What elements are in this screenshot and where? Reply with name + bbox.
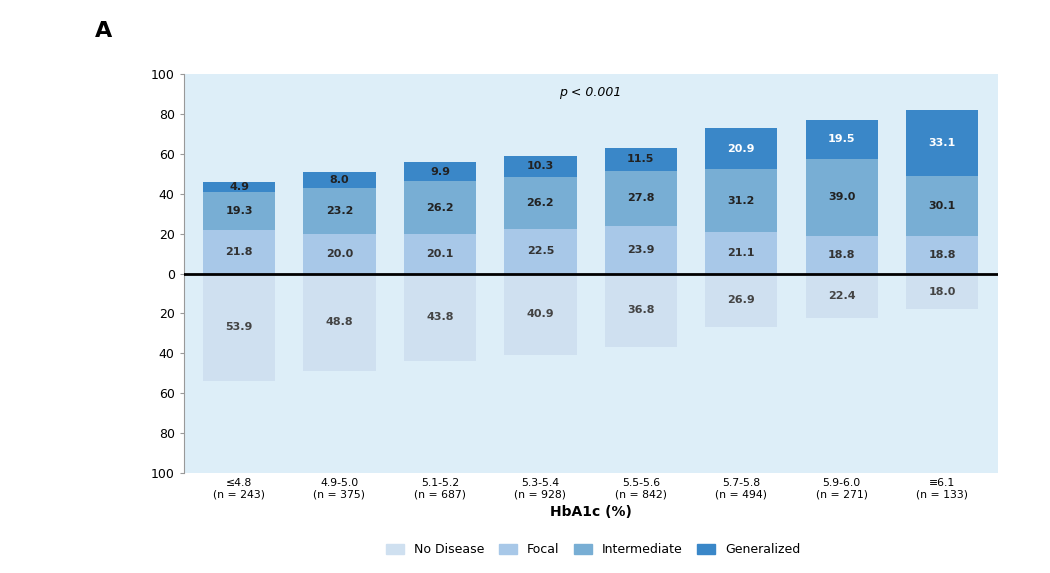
Text: 21.8: 21.8 bbox=[226, 247, 253, 257]
Bar bbox=[203, 182, 275, 192]
Text: 11.5: 11.5 bbox=[627, 154, 654, 164]
Text: 20.9: 20.9 bbox=[728, 144, 755, 154]
Text: 10.3: 10.3 bbox=[527, 162, 554, 171]
Text: 23.9: 23.9 bbox=[627, 245, 654, 255]
Text: 20.0: 20.0 bbox=[326, 249, 353, 258]
Bar bbox=[203, 192, 275, 230]
Bar bbox=[203, 230, 275, 274]
Text: 4.9: 4.9 bbox=[229, 182, 249, 192]
Legend: No Disease, Focal, Intermediate, Generalized: No Disease, Focal, Intermediate, General… bbox=[381, 538, 805, 561]
Bar bbox=[303, 172, 376, 187]
Text: 19.5: 19.5 bbox=[828, 134, 856, 144]
Bar bbox=[805, 274, 878, 318]
Text: 36.8: 36.8 bbox=[627, 305, 654, 315]
Bar bbox=[805, 120, 878, 159]
Text: 33.1: 33.1 bbox=[928, 138, 956, 148]
Text: 21.1: 21.1 bbox=[728, 248, 755, 258]
Text: 20.1: 20.1 bbox=[426, 249, 454, 258]
Text: 40.9: 40.9 bbox=[527, 309, 554, 319]
X-axis label: HbA1c (%): HbA1c (%) bbox=[550, 505, 631, 519]
Bar bbox=[404, 162, 476, 182]
Bar bbox=[605, 226, 677, 274]
Bar bbox=[504, 156, 576, 176]
Bar bbox=[404, 182, 476, 234]
Text: 19.3: 19.3 bbox=[226, 206, 253, 216]
Bar bbox=[303, 187, 376, 234]
Text: p < 0.001: p < 0.001 bbox=[560, 87, 622, 100]
Bar bbox=[504, 229, 576, 274]
Text: 18.8: 18.8 bbox=[928, 250, 956, 260]
Text: 53.9: 53.9 bbox=[226, 322, 253, 332]
Bar bbox=[706, 170, 777, 231]
Text: 43.8: 43.8 bbox=[426, 312, 454, 322]
Text: 31.2: 31.2 bbox=[728, 195, 755, 206]
Bar bbox=[404, 274, 476, 361]
Bar bbox=[605, 171, 677, 226]
Text: 30.1: 30.1 bbox=[928, 201, 956, 211]
Bar bbox=[906, 274, 979, 309]
Bar bbox=[303, 234, 376, 274]
Bar bbox=[906, 236, 979, 274]
Text: 22.4: 22.4 bbox=[828, 291, 856, 301]
Bar bbox=[203, 274, 275, 381]
Bar bbox=[504, 274, 576, 355]
Text: A: A bbox=[94, 21, 111, 41]
Bar bbox=[706, 274, 777, 327]
Text: 18.0: 18.0 bbox=[928, 286, 956, 297]
Text: 26.2: 26.2 bbox=[527, 198, 554, 208]
Bar bbox=[303, 274, 376, 371]
Bar bbox=[906, 176, 979, 236]
Bar bbox=[906, 111, 979, 176]
Text: 18.8: 18.8 bbox=[828, 250, 856, 260]
Bar bbox=[504, 176, 576, 229]
Text: 39.0: 39.0 bbox=[828, 193, 856, 202]
Bar bbox=[605, 148, 677, 171]
Text: 8.0: 8.0 bbox=[330, 175, 350, 185]
Bar bbox=[404, 234, 476, 274]
Text: 27.8: 27.8 bbox=[627, 193, 654, 203]
Bar bbox=[605, 274, 677, 347]
Text: 22.5: 22.5 bbox=[527, 246, 554, 256]
Text: 26.9: 26.9 bbox=[728, 296, 755, 305]
Text: 9.9: 9.9 bbox=[429, 167, 450, 176]
Bar bbox=[805, 236, 878, 274]
Bar bbox=[706, 128, 777, 170]
Text: 26.2: 26.2 bbox=[426, 202, 454, 213]
Text: 23.2: 23.2 bbox=[326, 206, 353, 215]
Bar bbox=[805, 159, 878, 236]
Text: 48.8: 48.8 bbox=[326, 317, 353, 327]
Bar bbox=[706, 231, 777, 274]
Text: Association Between Glycated Hemoglobin (HbA1c) Level and
Multiterritorial Exten: Association Between Glycated Hemoglobin … bbox=[349, 26, 833, 59]
